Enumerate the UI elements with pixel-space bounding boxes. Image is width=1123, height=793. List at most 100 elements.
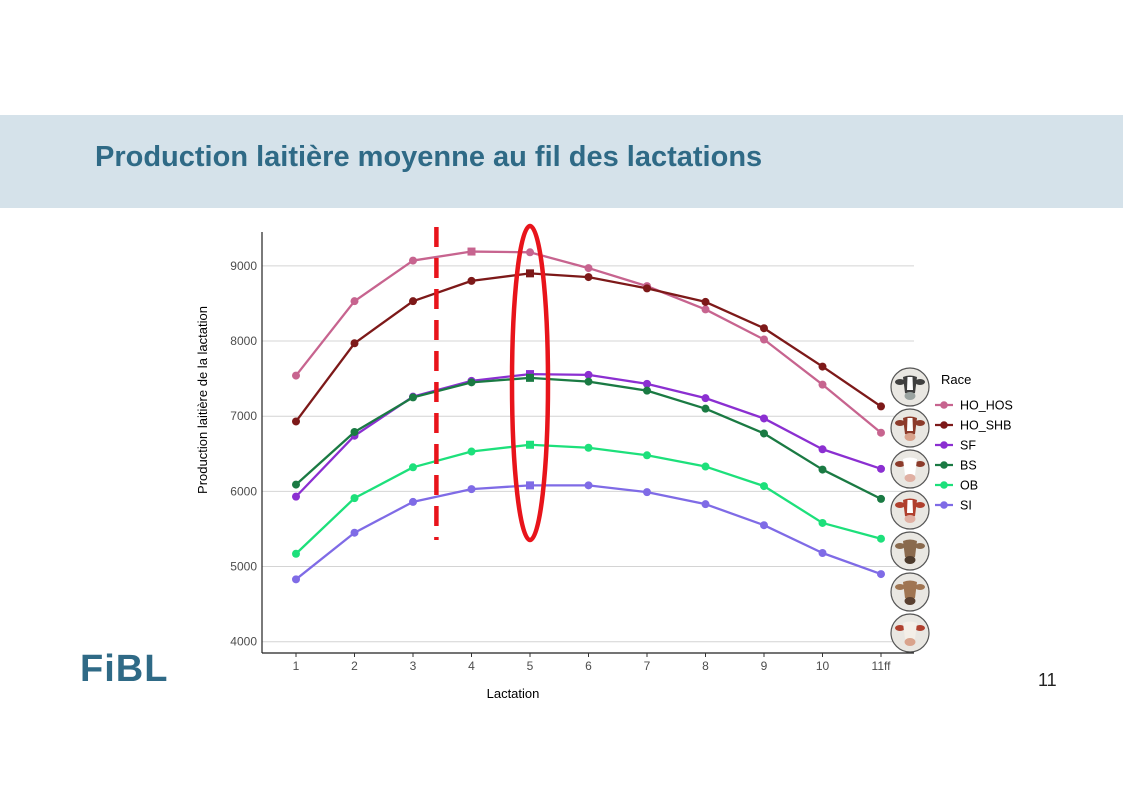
data-point-HO_SHB-8 (701, 297, 710, 306)
data-point-SF-8 (701, 394, 710, 403)
data-point-HO_SHB-4 (467, 276, 476, 285)
data-point-SF-9 (760, 414, 768, 423)
holstein-cow-icon (890, 367, 930, 407)
x-tick-label-3: 3 (410, 659, 417, 673)
legend-title: Race (941, 372, 971, 387)
data-point-OB-8 (701, 462, 710, 471)
x-tick-label-1: 1 (293, 659, 300, 673)
y-tick-label-6000: 6000 (230, 484, 257, 498)
data-point-SI-5 (526, 481, 534, 490)
data-point-HO_SHB-1 (292, 417, 300, 426)
data-point-SF-6 (584, 370, 593, 379)
data-point-HO_HOS-5 (526, 248, 534, 257)
data-point-HO_HOS-8 (701, 305, 710, 314)
data-point-BS-7 (643, 386, 651, 395)
red-holstein-cow-icon (890, 408, 930, 448)
data-point-SF-11ff (877, 464, 885, 473)
fibl-logo: FiBL (80, 648, 169, 690)
data-point-OB-6 (584, 443, 593, 452)
legend-key-point-BS (940, 461, 948, 469)
series-line-OB (295, 443, 882, 555)
x-tick-label-8: 8 (702, 659, 709, 673)
data-point-SI-9 (760, 521, 768, 530)
data-point-BS-5 (526, 373, 534, 382)
data-point-HO_SHB-2 (350, 339, 359, 348)
data-point-SI-3 (409, 497, 417, 506)
data-point-HO_HOS-2 (350, 297, 359, 306)
legend-key-point-SI (940, 501, 948, 509)
data-point-OB-3 (409, 463, 417, 472)
data-point-SI-2 (350, 528, 359, 537)
legend-key-point-SF (940, 441, 948, 449)
x-tick-label-2: 2 (351, 659, 358, 673)
legend-label-SF: SF (960, 439, 976, 453)
x-tick-label-6: 6 (585, 659, 592, 673)
x-tick-label-11ff: 11ff (872, 659, 892, 673)
page-number: 11 (1038, 670, 1057, 690)
data-point-SI-4 (467, 485, 476, 494)
data-point-HO_SHB-10 (818, 362, 827, 371)
y-tick-label-8000: 8000 (230, 334, 257, 348)
data-point-HO_HOS-4 (467, 247, 476, 256)
data-point-SF-1 (292, 492, 300, 501)
data-point-HO_SHB-11ff (877, 402, 885, 411)
y-tick-label-5000: 5000 (230, 560, 257, 574)
data-point-HO_HOS-9 (760, 335, 768, 344)
legend-label-BS: BS (960, 459, 977, 473)
title-band (0, 115, 1123, 208)
data-point-OB-11ff (877, 534, 885, 543)
x-tick-label-4: 4 (468, 659, 475, 673)
y-tick-label-9000: 9000 (230, 259, 257, 273)
original-braunvieh-cow-icon (890, 572, 930, 612)
series-line-SI (295, 484, 882, 581)
legend-key-point-HO_SHB (940, 421, 948, 429)
brown-swiss-cow-icon (890, 531, 930, 571)
fleckvieh-cow-icon (890, 490, 930, 530)
legend-label-OB: OB (960, 479, 978, 493)
data-point-HO_SHB-6 (584, 273, 593, 282)
simmental-white-face-cow-icon (890, 613, 930, 653)
y-axis-title: Production laitière de la lactation (195, 306, 210, 494)
data-point-OB-9 (760, 482, 768, 491)
data-point-BS-1 (292, 480, 300, 489)
data-point-HO_HOS-10 (818, 380, 827, 389)
slide-title: Production laitière moyenne au fil des l… (95, 141, 763, 173)
y-tick-label-4000: 4000 (230, 635, 257, 649)
data-point-HO_SHB-3 (409, 297, 417, 306)
highlight-ellipse (509, 223, 551, 543)
simmental-cow-icon (890, 449, 930, 489)
data-point-BS-10 (818, 465, 827, 474)
data-point-HO_HOS-1 (292, 371, 300, 380)
data-point-OB-7 (643, 451, 651, 460)
data-point-BS-4 (467, 378, 476, 387)
y-tick-label-7000: 7000 (230, 409, 257, 423)
data-point-SI-1 (292, 575, 300, 584)
data-point-BS-6 (584, 377, 593, 386)
data-point-BS-8 (701, 404, 710, 413)
data-point-HO_SHB-5 (526, 269, 534, 278)
data-point-OB-1 (292, 549, 300, 558)
data-point-HO_SHB-7 (643, 284, 651, 293)
data-point-BS-9 (760, 429, 768, 438)
data-point-BS-11ff (877, 494, 885, 503)
data-point-HO_HOS-11ff (877, 428, 885, 437)
data-point-OB-10 (818, 518, 827, 527)
x-axis-title: Lactation (487, 686, 540, 701)
x-tick-label-7: 7 (644, 659, 651, 673)
series-line-BS (295, 376, 882, 500)
series-line-SF (295, 372, 882, 498)
legend-label-SI: SI (960, 499, 972, 513)
x-tick-label-9: 9 (761, 659, 768, 673)
data-point-HO_SHB-9 (760, 324, 768, 333)
data-point-HO_HOS-6 (584, 264, 593, 273)
data-point-SI-11ff (877, 570, 885, 579)
legend-key-point-HO_HOS (940, 401, 948, 409)
data-point-SI-6 (584, 481, 593, 490)
data-point-SF-10 (818, 445, 827, 454)
data-point-BS-2 (350, 427, 359, 436)
x-tick-label-5: 5 (527, 659, 534, 673)
data-point-SI-7 (643, 488, 651, 497)
data-point-SI-10 (818, 549, 827, 558)
legend-label-HO_HOS: HO_HOS (960, 399, 1013, 413)
data-point-HO_HOS-3 (409, 256, 417, 265)
